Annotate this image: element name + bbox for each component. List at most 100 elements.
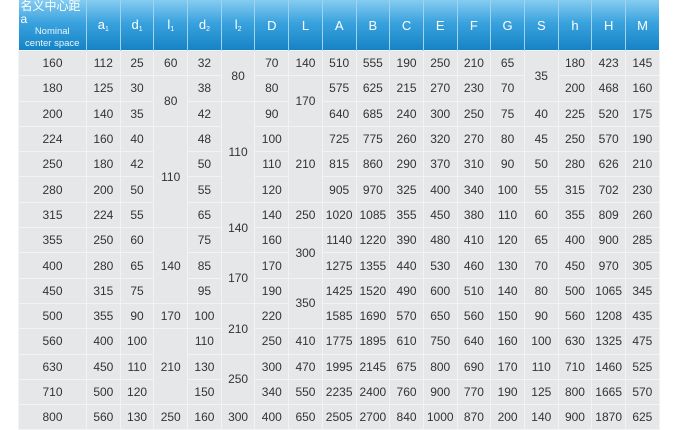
table-cell: 1425 (321, 277, 357, 304)
table-cell: 90 (119, 302, 155, 330)
table-cell: 1585 (321, 302, 357, 330)
table-cell: 50 (119, 176, 155, 203)
table-cell: 1085 (355, 201, 391, 229)
table-cell: 300 (288, 227, 323, 279)
table-cell: 55 (119, 201, 155, 229)
table-cell: 280 (86, 252, 121, 279)
table-cell: 480 (422, 227, 458, 254)
table-cell: 180 (557, 49, 593, 77)
header-label: D (267, 17, 277, 33)
table-cell: 1690 (355, 302, 391, 330)
table-cell: 320 (422, 125, 458, 153)
table-cell: 630 (18, 353, 87, 380)
header-label: C (401, 17, 412, 33)
header-subscript: 1 (105, 26, 109, 33)
header-en-label-1: Nominal (34, 26, 70, 37)
header-l2: l2 (220, 0, 255, 51)
table-cell: 355 (18, 227, 87, 254)
table-cell: 450 (86, 353, 121, 380)
table-cell: 210 (288, 125, 323, 203)
table-cell: 80 (523, 277, 559, 304)
table-row: 160 112 25 60 32 80 70 140 510 555 190 250 210 65 35 18… (18, 49, 660, 102)
table-cell: 75 (187, 227, 222, 254)
table-cell: 190 (389, 49, 424, 77)
table-cell: 170 (254, 252, 290, 279)
table-cell: 120 (119, 378, 155, 406)
table-cell: 560 (18, 328, 87, 355)
table-cell: 210 (456, 49, 492, 77)
table-cell: 140 (220, 201, 256, 254)
table-cell: 75 (119, 277, 155, 304)
table-cell: 325 (389, 176, 424, 203)
table-cell: 100 (119, 328, 155, 355)
table-cell: 570 (389, 302, 424, 330)
header-label: H (603, 17, 614, 33)
table-row: 200 140 35 42 110 90 640 685 240 300 250 75 40 225 520… (18, 100, 660, 203)
table-cell: 870 (456, 404, 492, 430)
table-cell: 410 (288, 328, 323, 355)
table-cell: 2235 (321, 378, 357, 406)
header-zh-label: 名义中心距a (20, 0, 81, 26)
header-label: l (234, 17, 238, 32)
table-cell: 815 (321, 151, 357, 178)
table-cell: 110 (490, 201, 525, 229)
table-cell: 160 (86, 125, 121, 153)
table-cell: 160 (18, 49, 87, 77)
table-cell: 400 (254, 404, 290, 430)
table-cell: 110 (523, 353, 559, 380)
header-label: E (435, 17, 445, 33)
table-cell: 350 (288, 277, 323, 330)
table-cell: 230 (456, 75, 492, 102)
table-row: 800 560 130 250 160 300 400 650 2505 2700 840 1000 8… (18, 404, 660, 430)
header-label: d (198, 17, 207, 32)
table-cell: 685 (355, 100, 391, 127)
table-cell: 1460 (591, 353, 626, 380)
table-cell: 55 (523, 176, 559, 203)
table-cell: 750 (422, 328, 458, 355)
header-label: l (167, 17, 171, 32)
table-cell: 370 (422, 151, 458, 178)
table-cell: 710 (18, 378, 87, 406)
table-row: 180 125 30 80 38 80 170 575 625 215 270 230 70 200 468… (18, 75, 660, 127)
table-cell: 125 (86, 75, 121, 102)
table-cell: 345 (625, 277, 660, 304)
table-cell: 170 (288, 75, 323, 127)
table-cell: 140 (86, 100, 121, 127)
table-cell: 640 (321, 100, 357, 127)
header-label: L (301, 17, 310, 33)
table-cell: 145 (625, 49, 660, 77)
table-cell: 630 (557, 328, 593, 355)
header-subscript: 2 (237, 26, 242, 33)
table-cell: 300 (220, 404, 256, 430)
header-subscript: 1 (170, 26, 175, 33)
table-cell: 840 (389, 404, 424, 430)
table-cell: 170 (490, 353, 525, 380)
header-label: G (502, 17, 513, 33)
table-cell: 380 (456, 201, 492, 229)
table-cell: 45 (523, 125, 559, 153)
table-cell: 250 (422, 49, 458, 77)
table-cell: 65 (187, 201, 222, 229)
header-d2: d2 (187, 0, 222, 51)
table-cell: 130 (490, 252, 525, 279)
table-cell: 400 (18, 252, 87, 279)
table-cell: 110 (153, 125, 189, 229)
table-cell: 110 (220, 100, 256, 203)
table-row: 500 355 90 170 100 210 220 1585 1690 570 650 560 150… (18, 302, 660, 355)
table-cell: 610 (389, 328, 424, 355)
table-cell: 626 (591, 151, 626, 178)
table-cell: 120 (490, 227, 525, 254)
table-cell: 280 (557, 151, 593, 178)
header-label: A (334, 17, 344, 33)
table-cell: 150 (490, 302, 525, 330)
table-cell: 315 (18, 201, 87, 229)
table-cell: 210 (153, 328, 189, 406)
table-cell: 340 (254, 378, 290, 406)
table-row: 450 315 75 95 190 350 1425 1520 490 600 510 140 80 50… (18, 277, 660, 330)
table-cell: 250 (86, 227, 121, 254)
header-label: h (571, 17, 579, 33)
table-cell: 175 (625, 100, 660, 127)
table-cell: 575 (321, 75, 357, 102)
table-cell: 1275 (321, 252, 357, 279)
table-cell: 300 (422, 100, 458, 127)
